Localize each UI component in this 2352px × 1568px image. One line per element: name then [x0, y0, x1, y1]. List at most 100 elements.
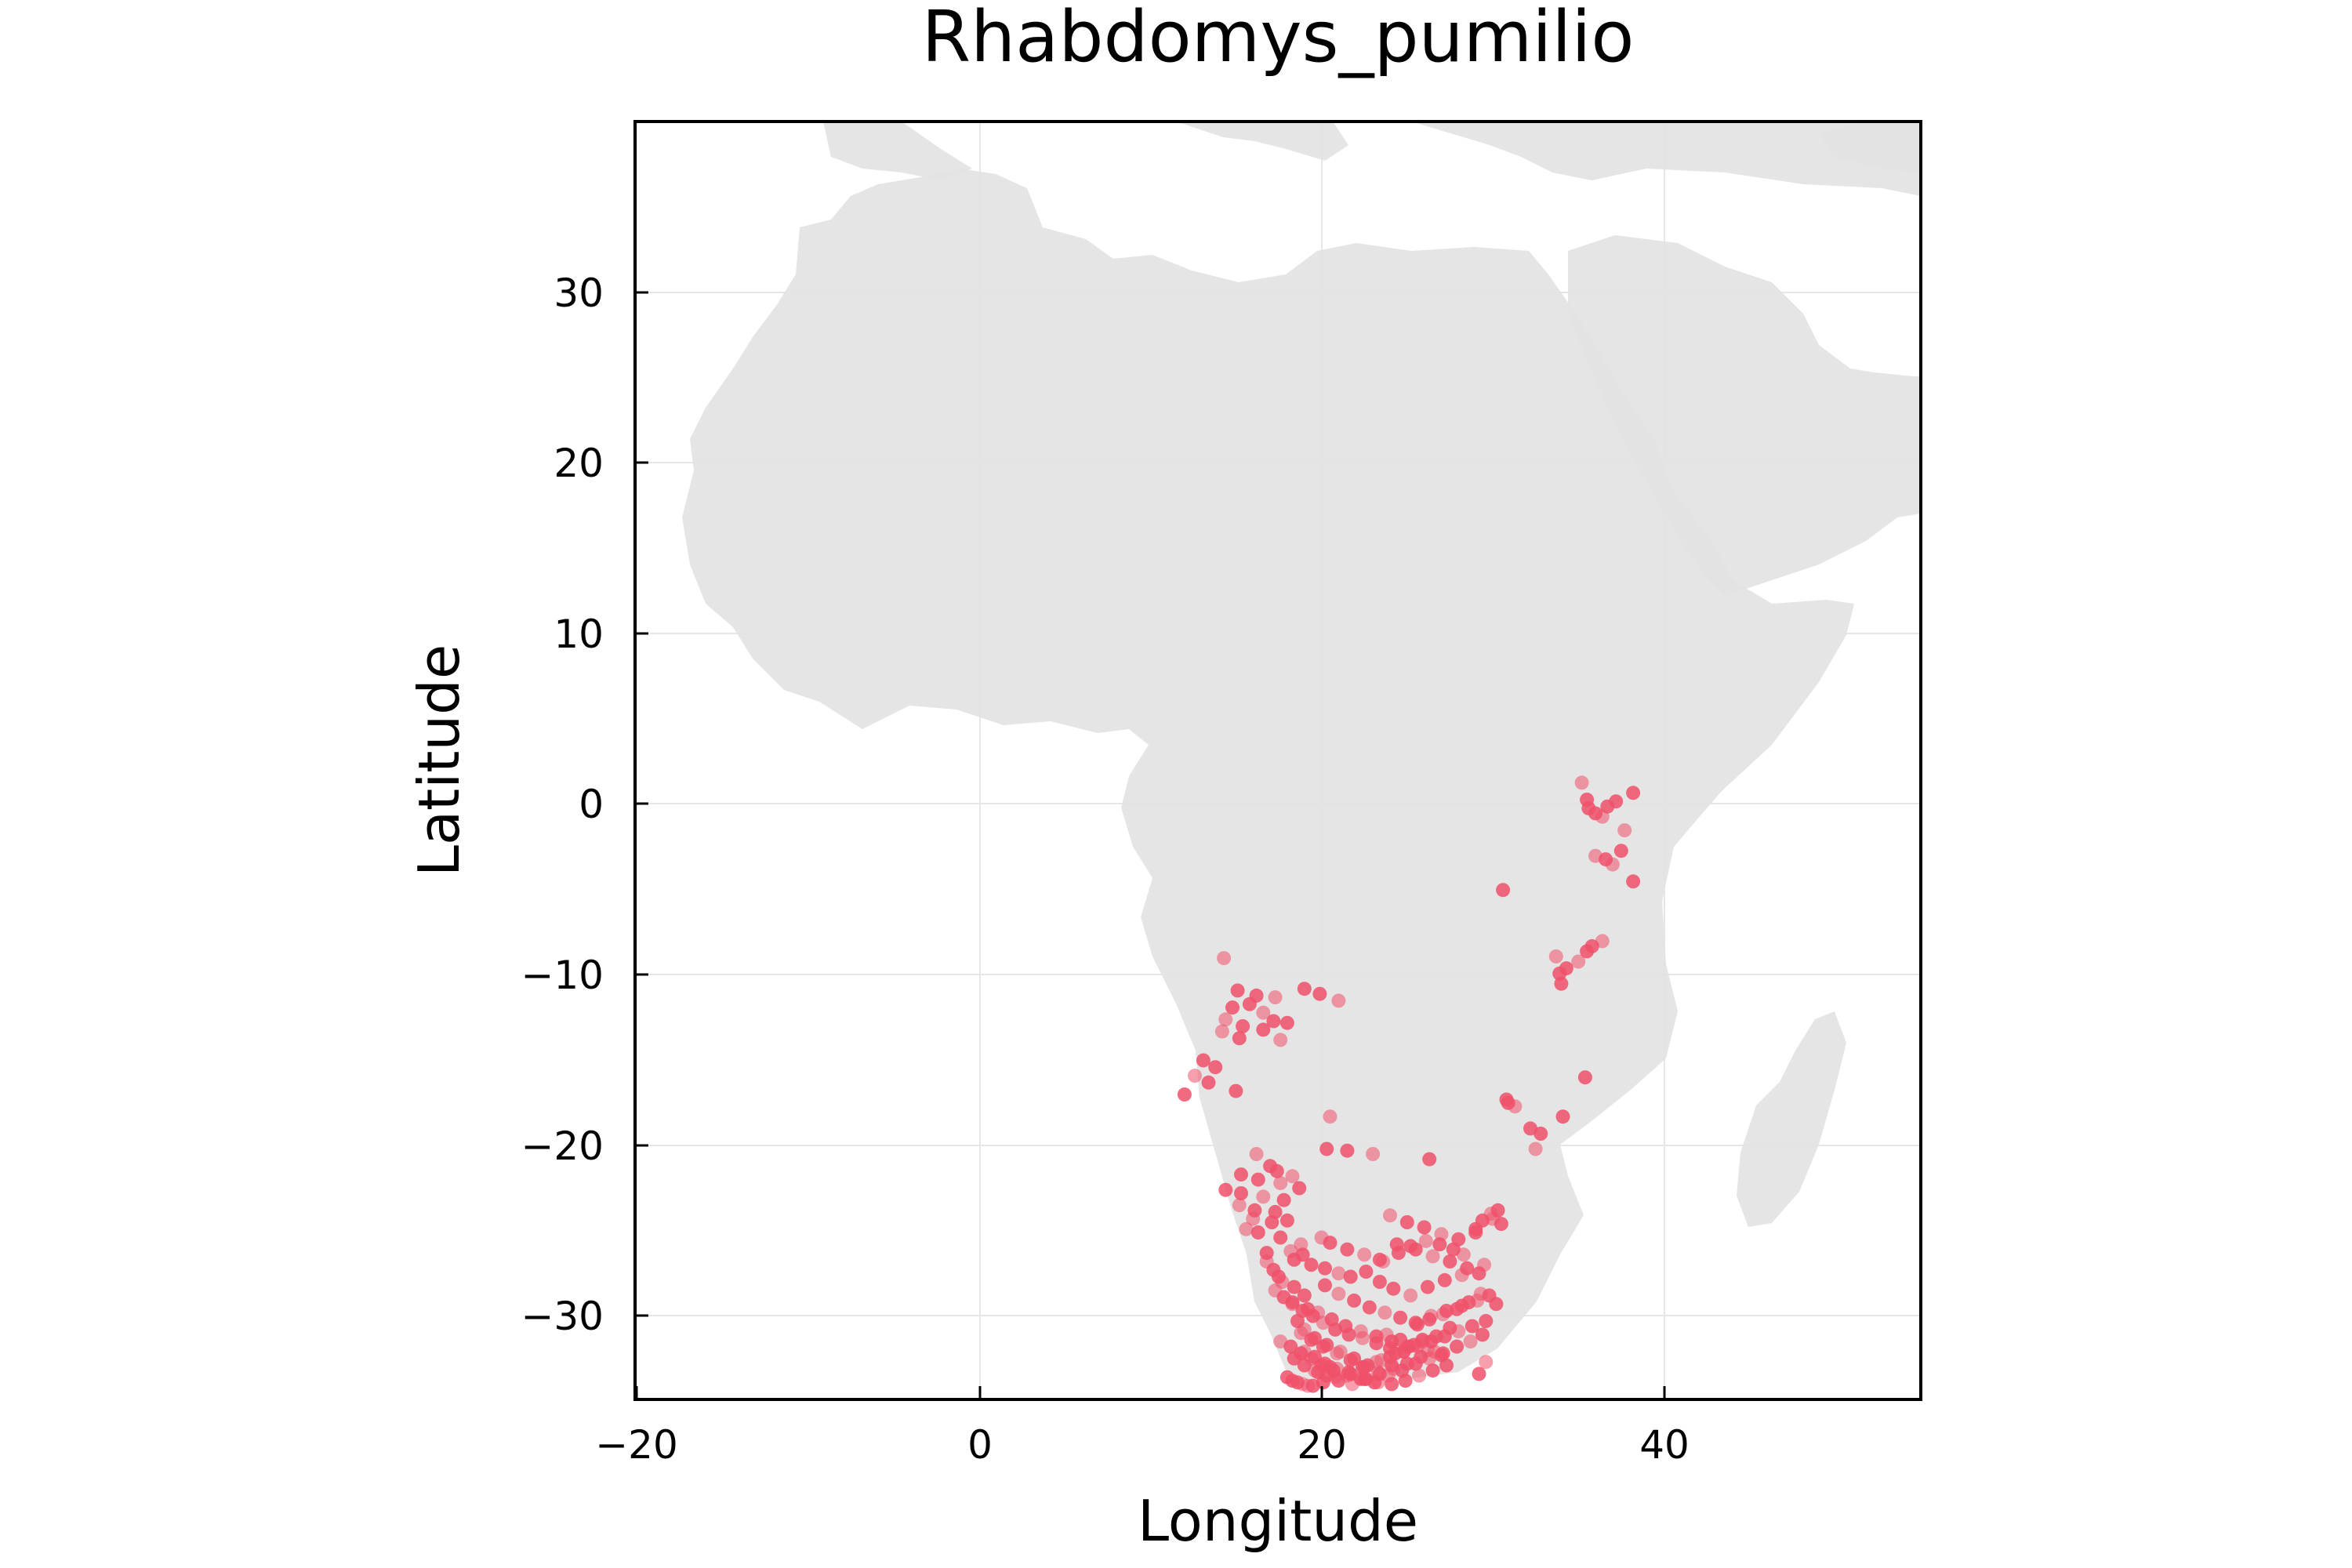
- x-tick-label: 0: [967, 1422, 993, 1468]
- data-point: [1422, 1152, 1437, 1167]
- data-point: [1225, 1000, 1240, 1015]
- data-point: [1472, 1367, 1486, 1381]
- europe-coast-central: [1176, 122, 1348, 161]
- data-point: [1218, 1012, 1233, 1027]
- data-point: [1307, 1349, 1322, 1364]
- data-point: [1250, 1172, 1265, 1187]
- data-point: [1418, 1233, 1433, 1248]
- data-point: [1555, 1109, 1570, 1124]
- madagascar: [1737, 1011, 1846, 1227]
- y-tick-label: −10: [521, 953, 604, 998]
- data-point: [1412, 1368, 1427, 1383]
- y-axis-label: Latitude: [406, 644, 472, 877]
- scatter-points: [1177, 775, 1641, 1393]
- data-point: [1285, 1297, 1300, 1312]
- data-point: [1232, 1198, 1247, 1213]
- data-point: [1580, 944, 1595, 959]
- data-point: [1343, 1367, 1358, 1381]
- data-point: [1472, 1266, 1486, 1281]
- data-point: [1399, 1215, 1414, 1229]
- data-point: [1249, 1147, 1264, 1161]
- data-point: [1269, 1163, 1284, 1178]
- data-point: [1463, 1334, 1478, 1349]
- data-point: [1571, 954, 1586, 969]
- chart-title: Rhabdomys_pumilio: [922, 0, 1635, 78]
- data-point: [1279, 1015, 1294, 1030]
- y-tick-label: −20: [521, 1123, 604, 1169]
- data-point: [1528, 1142, 1543, 1156]
- data-point: [1256, 1189, 1271, 1204]
- plot-frame: [633, 120, 1922, 1401]
- data-point: [1196, 1053, 1210, 1068]
- data-point: [1605, 857, 1620, 872]
- data-point: [1188, 1069, 1202, 1083]
- data-point: [1256, 1005, 1271, 1020]
- data-point: [1398, 1374, 1413, 1388]
- y-tick-label: 10: [554, 612, 604, 657]
- data-point: [1331, 993, 1346, 1008]
- data-point: [1236, 1019, 1250, 1033]
- data-point: [1214, 1024, 1229, 1039]
- data-point: [1283, 1243, 1298, 1258]
- data-point: [1356, 1330, 1370, 1345]
- data-point: [1454, 1268, 1469, 1283]
- data-point: [1305, 1308, 1320, 1323]
- x-tick-label: 40: [1639, 1422, 1690, 1468]
- data-point: [1377, 1305, 1392, 1320]
- data-point: [1287, 1279, 1301, 1294]
- data-point: [1316, 1316, 1330, 1330]
- data-point: [1552, 966, 1567, 981]
- data-point: [1328, 1322, 1343, 1337]
- data-point: [1386, 1281, 1401, 1296]
- data-point: [1318, 1278, 1332, 1293]
- data-point: [1434, 1227, 1449, 1242]
- data-point: [1475, 1327, 1490, 1342]
- data-point: [1273, 1176, 1288, 1190]
- data-point: [1318, 1261, 1332, 1276]
- data-point: [1479, 1355, 1494, 1370]
- data-point: [1230, 983, 1245, 998]
- data-point: [1613, 844, 1628, 858]
- data-point: [1479, 1314, 1494, 1328]
- data-point: [1379, 1327, 1394, 1342]
- data-point: [1383, 1349, 1397, 1364]
- data-point: [1357, 1371, 1372, 1386]
- data-point: [1496, 883, 1511, 898]
- plot-area: [635, 122, 1921, 1399]
- data-point: [1331, 1287, 1346, 1301]
- data-point: [1626, 786, 1641, 800]
- data-point: [1617, 823, 1632, 838]
- data-point: [1312, 986, 1327, 1001]
- data-point: [1450, 1339, 1465, 1354]
- data-point: [1393, 1332, 1408, 1347]
- data-point: [1406, 1338, 1421, 1352]
- data-point: [1581, 800, 1596, 815]
- data-point: [1341, 1327, 1356, 1342]
- data-point: [1177, 1087, 1192, 1102]
- x-tick-label: 20: [1297, 1422, 1347, 1468]
- data-point: [1273, 1230, 1288, 1245]
- data-point: [1456, 1247, 1471, 1262]
- data-point: [1443, 1254, 1457, 1269]
- data-point: [1473, 1287, 1488, 1301]
- data-point: [1356, 1359, 1370, 1374]
- africa-landmass: [682, 169, 1854, 1381]
- data-point: [1256, 1022, 1271, 1037]
- data-point: [1246, 1211, 1261, 1226]
- data-point: [1383, 1208, 1397, 1223]
- data-point: [1626, 874, 1641, 889]
- data-point: [1340, 1143, 1355, 1158]
- data-point: [1434, 1348, 1449, 1363]
- data-point: [1323, 1109, 1338, 1124]
- data-point: [1385, 1377, 1399, 1392]
- data-point: [1234, 1167, 1248, 1182]
- data-point: [1451, 1324, 1466, 1339]
- data-point: [1451, 1232, 1466, 1247]
- data-point: [1425, 1363, 1440, 1378]
- data-point: [1242, 996, 1257, 1011]
- data-point: [1297, 1288, 1312, 1303]
- data-point: [1410, 1317, 1425, 1332]
- data-point: [1461, 1295, 1476, 1310]
- data-point: [1425, 1249, 1440, 1264]
- data-point: [1330, 1346, 1345, 1361]
